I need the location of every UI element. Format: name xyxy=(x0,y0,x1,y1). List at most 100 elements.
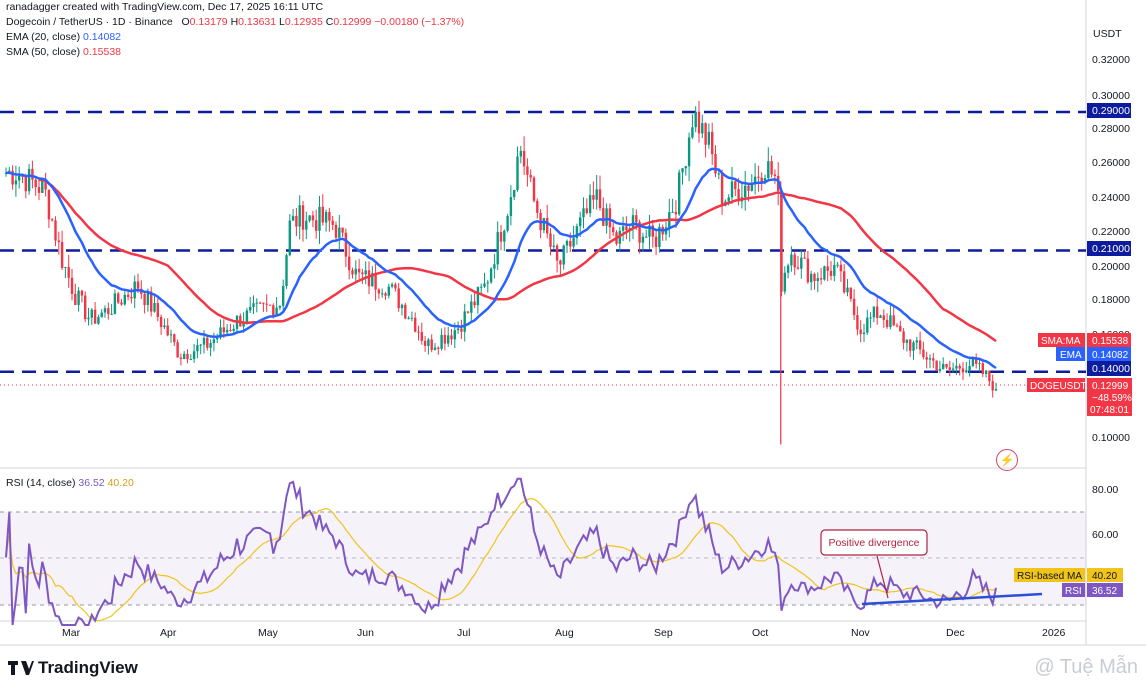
candle-body xyxy=(51,219,54,221)
ema-20-line[interactable] xyxy=(5,167,997,370)
candle-body xyxy=(311,215,315,221)
candle-body xyxy=(971,358,975,366)
candle-body xyxy=(866,317,869,333)
candle-body xyxy=(506,216,509,231)
candle-body xyxy=(308,215,311,221)
candle-body xyxy=(991,381,994,391)
candle-body xyxy=(470,301,473,313)
candle-body xyxy=(968,365,971,371)
month-label: Sep xyxy=(654,627,673,639)
currency-label: USDT xyxy=(1093,28,1122,40)
candle-body xyxy=(87,317,90,320)
candle-body xyxy=(572,238,575,247)
candle-body xyxy=(810,273,813,283)
positive-divergence-callout[interactable]: Positive divergence xyxy=(820,529,928,556)
candle-body xyxy=(67,267,70,278)
candle-body xyxy=(753,176,757,185)
candle-body xyxy=(806,258,810,283)
candle-body xyxy=(183,353,186,360)
candle-body xyxy=(206,337,209,348)
candle-body xyxy=(4,172,8,174)
candle-body xyxy=(384,293,387,296)
candle-body xyxy=(374,273,377,290)
candle-body xyxy=(216,337,219,340)
candle-body xyxy=(928,358,932,360)
candle-body xyxy=(113,293,117,314)
svg-text:0.14082: 0.14082 xyxy=(1092,350,1129,361)
sma-legend[interactable]: SMA (50, close) 0.15538 xyxy=(6,46,122,58)
symbol-name[interactable]: Dogecoin / TetherUS · 1D · Binance xyxy=(6,16,173,28)
time-axis[interactable]: Mar Apr May Jun Jul Aug Sep Oct Nov Dec … xyxy=(62,627,1066,639)
candle-body xyxy=(529,174,532,178)
candle-body xyxy=(674,211,678,215)
candle-body xyxy=(466,311,470,313)
candle-body xyxy=(103,308,107,313)
candle-body xyxy=(869,317,872,319)
candle-body xyxy=(895,325,899,327)
candle-body xyxy=(767,161,770,179)
candle-body xyxy=(783,272,786,292)
candle-body xyxy=(156,303,159,317)
candle-body xyxy=(232,328,235,331)
month-label: Dec xyxy=(946,627,965,639)
candle-body xyxy=(734,181,737,190)
candle-body xyxy=(199,344,202,346)
candle-body xyxy=(282,285,285,306)
candle-body xyxy=(631,215,635,229)
rsi-ma-line xyxy=(5,497,997,622)
candle-body xyxy=(829,270,833,276)
candle-body xyxy=(120,302,123,305)
symbol-line[interactable]: Dogecoin / TetherUS · 1D · Binance O0.13… xyxy=(6,15,464,30)
candle-body xyxy=(760,177,763,183)
divergence-trendline[interactable] xyxy=(861,592,1043,606)
candle-body xyxy=(843,271,846,293)
candle-body xyxy=(638,222,641,243)
rsi-axis[interactable]: 80.00 60.00 xyxy=(1092,484,1118,541)
ema-legend[interactable]: EMA (20, close) 0.14082 xyxy=(6,31,122,43)
candle-body xyxy=(24,176,27,192)
candle-body xyxy=(975,358,978,364)
candle-body xyxy=(750,184,753,191)
candle-body xyxy=(57,240,60,243)
price-axis[interactable]: USDT 0.32000 0.30000 0.28000 0.26000 0.2… xyxy=(1092,28,1130,444)
candle-body xyxy=(579,217,582,227)
candle-body xyxy=(397,288,400,309)
candle-body xyxy=(565,240,569,246)
rsi-line[interactable] xyxy=(5,477,997,626)
candle-body xyxy=(763,178,767,183)
candle-body xyxy=(658,226,661,247)
candle-body xyxy=(305,220,308,230)
candle-body xyxy=(978,363,981,365)
tradingview-logo[interactable]: TradingView xyxy=(8,658,138,678)
candle-body xyxy=(988,370,991,382)
horizontal-levels[interactable] xyxy=(0,110,1086,373)
level-tag-029: 0.29000 xyxy=(1087,103,1131,118)
candle-body xyxy=(516,156,519,190)
candle-body xyxy=(509,197,513,217)
candle-body xyxy=(793,254,796,268)
rsi-legend[interactable]: RSI (14, close) 36.52 40.20 xyxy=(6,477,134,489)
candle-body xyxy=(800,257,803,269)
candle-body xyxy=(44,180,47,190)
candle-body xyxy=(935,360,938,371)
lightning-icon[interactable]: ⚡ xyxy=(996,449,1018,471)
candle-body xyxy=(899,325,902,332)
month-label: Jun xyxy=(357,627,374,639)
candle-body xyxy=(341,227,344,233)
candle-body xyxy=(130,296,133,299)
candle-body xyxy=(922,349,925,358)
month-label: Oct xyxy=(752,627,768,639)
sma-tag: SMA:MA 0.15538 xyxy=(1038,333,1131,347)
candle-body xyxy=(166,325,169,336)
sma-50-line[interactable] xyxy=(39,178,997,343)
candle-body xyxy=(876,306,879,318)
candle-body xyxy=(608,208,612,228)
candle-body xyxy=(163,325,166,328)
candle-body xyxy=(605,208,608,226)
candle-body xyxy=(219,327,222,338)
candle-body xyxy=(433,347,437,350)
candle-body xyxy=(255,302,258,304)
candle-body xyxy=(701,123,704,134)
